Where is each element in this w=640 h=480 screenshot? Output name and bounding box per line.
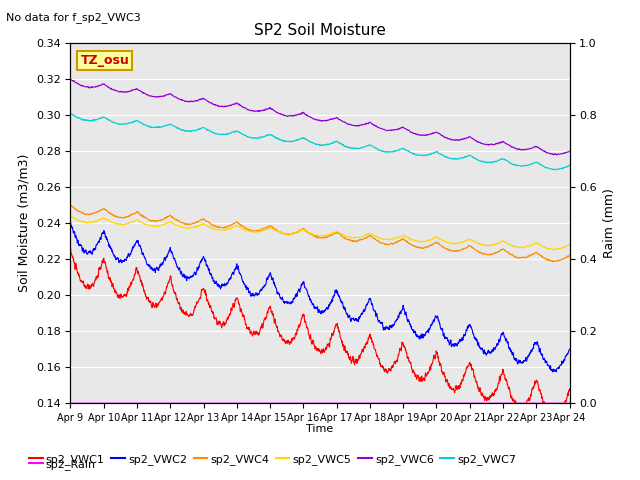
Y-axis label: Soil Moisture (m3/m3): Soil Moisture (m3/m3) [17, 154, 30, 292]
Legend: sp2_VWC1, sp2_VWC2, sp2_VWC4, sp2_VWC5, sp2_VWC6, sp2_VWC7: sp2_VWC1, sp2_VWC2, sp2_VWC4, sp2_VWC5, … [25, 450, 520, 469]
Title: SP2 Soil Moisture: SP2 Soil Moisture [254, 23, 386, 38]
Legend: sp2_Rain: sp2_Rain [25, 455, 100, 474]
Text: No data for f_sp2_VWC3: No data for f_sp2_VWC3 [6, 12, 141, 23]
Y-axis label: Raim (mm): Raim (mm) [603, 188, 616, 258]
X-axis label: Time: Time [307, 424, 333, 434]
Text: TZ_osu: TZ_osu [81, 54, 129, 67]
